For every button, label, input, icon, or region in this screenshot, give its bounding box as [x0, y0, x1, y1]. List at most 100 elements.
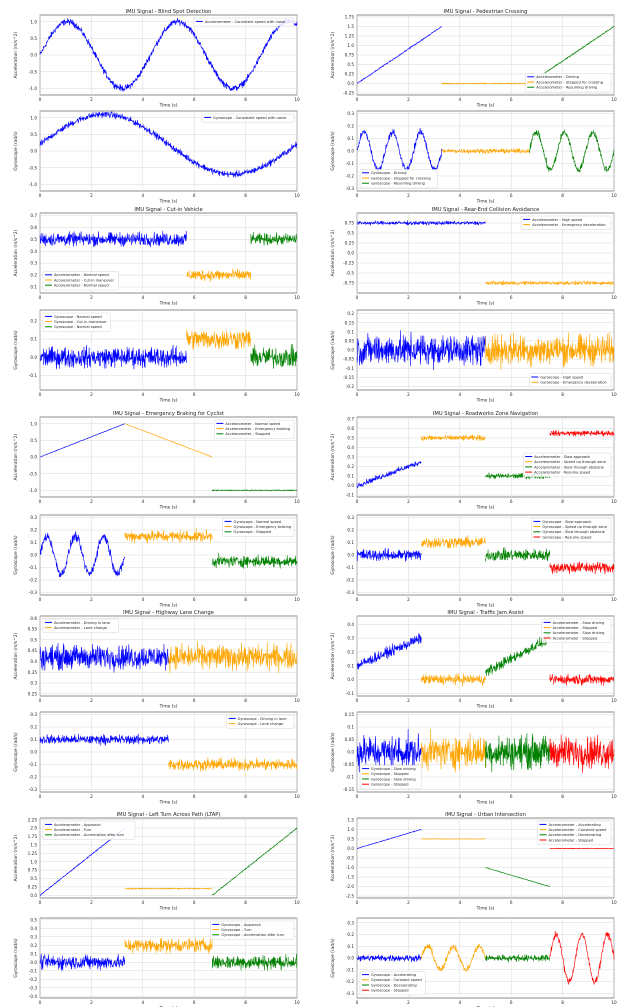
series-line — [168, 641, 298, 674]
x-axis-label: Time (s) — [476, 199, 495, 205]
legend-entry: Accelerometer - Cut-in maneuver — [54, 278, 114, 282]
chart-title: IMU Signal - Emergency Braking for Cycli… — [113, 411, 224, 417]
legend-box — [537, 820, 612, 845]
x-tick-label: 2 — [90, 698, 93, 703]
y-tick-label: 0.5 — [30, 132, 37, 137]
y-tick-label: -0.1 — [346, 366, 355, 371]
y-tick-label: -0.05 — [343, 357, 354, 362]
legend-box — [520, 215, 612, 230]
legend-entry: Gyroscope - Slow driving — [371, 777, 416, 781]
series-line — [39, 642, 169, 673]
x-tick-label: 6 — [193, 794, 196, 799]
series-line — [39, 230, 187, 248]
x-tick-label: 4 — [141, 597, 144, 602]
y-tick-label: 1.25 — [345, 34, 355, 39]
legend-entry: Accelerometer - Slow driving — [553, 621, 605, 625]
series-line — [39, 531, 126, 578]
y-tick-label: 0.45 — [28, 648, 38, 653]
chart-title: IMU Signal - Urban Intersection — [445, 812, 526, 818]
x-tick-label: 10 — [611, 698, 617, 703]
legend-entry: Gyroscope - Stopped — [371, 783, 409, 787]
legend-entry: Accelerometer - Slow through obstacle — [534, 465, 605, 469]
series-line — [485, 547, 551, 562]
legend-box — [210, 920, 295, 940]
x-tick-label: 4 — [141, 499, 144, 504]
series-line — [441, 148, 530, 155]
y-tick-label: 1.0 — [347, 43, 354, 48]
series-line — [39, 423, 125, 458]
legend-entry: Gyroscope - Driving in lane — [238, 717, 288, 721]
x-tick-label: 10 — [611, 193, 617, 198]
series-line — [186, 268, 252, 282]
legend-entry: Gyroscope - Emergency deceleration — [540, 381, 607, 385]
legend-entry: Gyroscope - Stopped — [371, 772, 409, 776]
chart-title: IMU Signal - Roadworks Zone Navigation — [433, 411, 538, 417]
y-tick-label: 0.25 — [28, 691, 38, 696]
legend-entry: Accelerometer - Emergency braking — [225, 427, 290, 431]
y-tick-label: 0.2 — [347, 528, 354, 533]
x-tick-label: 10 — [611, 499, 617, 504]
y-tick-label: -1.0 — [346, 865, 355, 870]
chart-title: IMU Signal - Cut-in Vehicle — [134, 207, 202, 213]
x-tick-label: 8 — [561, 698, 564, 703]
legend-entry: Accelerometer - Stopped for crossing — [536, 80, 603, 84]
y-tick-label: 0.4 — [347, 445, 354, 450]
series-line — [39, 17, 298, 92]
y-tick-label: 0.7 — [30, 213, 37, 218]
y-tick-label: 0.3 — [30, 515, 37, 520]
chart-title: IMU Signal - Blind Spot Detection — [126, 9, 212, 15]
x-tick-label: 10 — [294, 900, 300, 905]
y-axis-label: Acceleration (m/s^2) — [330, 229, 336, 276]
x-axis-label: Time (s) — [476, 301, 495, 307]
x-tick-label: 6 — [193, 1000, 196, 1005]
y-axis-label: Acceleration (m/s^2) — [13, 834, 19, 881]
legend-entry: Gyroscope - Resume speed — [542, 535, 591, 539]
series-line — [420, 673, 486, 687]
x-tick-label: 4 — [458, 295, 461, 300]
y-tick-label: -0.2 — [346, 384, 355, 389]
x-tick-label: 10 — [611, 597, 617, 602]
legend-entry: Accelerometer - Driving in lane — [54, 621, 111, 625]
y-tick-label: 0.1 — [347, 944, 354, 949]
y-tick-label: 1.75 — [28, 834, 38, 839]
y-tick-label: -0.4 — [29, 994, 38, 999]
chart-panel-10: -0.4 -0.3 -0.2 -0.1 0.0 0.1 0.2 0.3 0.4 0.5 0 2 4 6 8 1… — [13, 917, 300, 1007]
legend-entry: Accelerometer - Lane change — [54, 626, 108, 630]
y-tick-label: 0.0 — [30, 355, 37, 360]
x-tick-label: 2 — [90, 794, 93, 799]
x-tick-label: 2 — [407, 1000, 410, 1005]
y-tick-label: 0.1 — [347, 474, 354, 479]
x-axis-label: Time (s) — [476, 800, 495, 806]
x-tick-label: 10 — [294, 698, 300, 703]
y-tick-label: 0.3 — [347, 636, 354, 641]
x-tick-label: 4 — [141, 900, 144, 905]
y-axis-label: Acceleration (m/s^2) — [13, 31, 19, 78]
series-line — [186, 329, 252, 351]
x-tick-label: 0 — [356, 295, 359, 300]
y-tick-label: 0.35 — [28, 670, 38, 675]
x-tick-label: 2 — [90, 295, 93, 300]
y-axis-label: Acceleration (m/s^2) — [330, 834, 336, 881]
series-line — [485, 632, 551, 676]
x-tick-label: 2 — [90, 499, 93, 504]
series-line — [39, 344, 187, 370]
y-tick-label: 0.3 — [30, 712, 37, 717]
y-tick-label: 0.0 — [30, 750, 37, 755]
chart-title: IMU Signal - Highway Lane Change — [123, 610, 214, 616]
series-line — [356, 127, 443, 174]
x-axis-label: Time (s) — [159, 906, 178, 912]
x-tick-label: 6 — [193, 295, 196, 300]
y-axis-label: Gyroscope (rad/s) — [330, 732, 336, 771]
legend-entry: Accelerometer - Stopped — [225, 432, 270, 436]
y-tick-label: -0.1 — [346, 691, 355, 696]
y-tick-label: 0.2 — [347, 124, 354, 129]
y-tick-label: -0.5 — [346, 271, 355, 276]
y-tick-label: 0.6 — [347, 426, 354, 431]
series-line — [211, 489, 298, 492]
y-tick-label: 0.6 — [30, 225, 37, 230]
x-tick-label: 4 — [458, 97, 461, 102]
y-tick-label: 0.0 — [30, 553, 37, 558]
x-tick-label: 10 — [294, 499, 300, 504]
y-tick-label: 0.5 — [30, 438, 37, 443]
legend-box — [193, 17, 295, 27]
